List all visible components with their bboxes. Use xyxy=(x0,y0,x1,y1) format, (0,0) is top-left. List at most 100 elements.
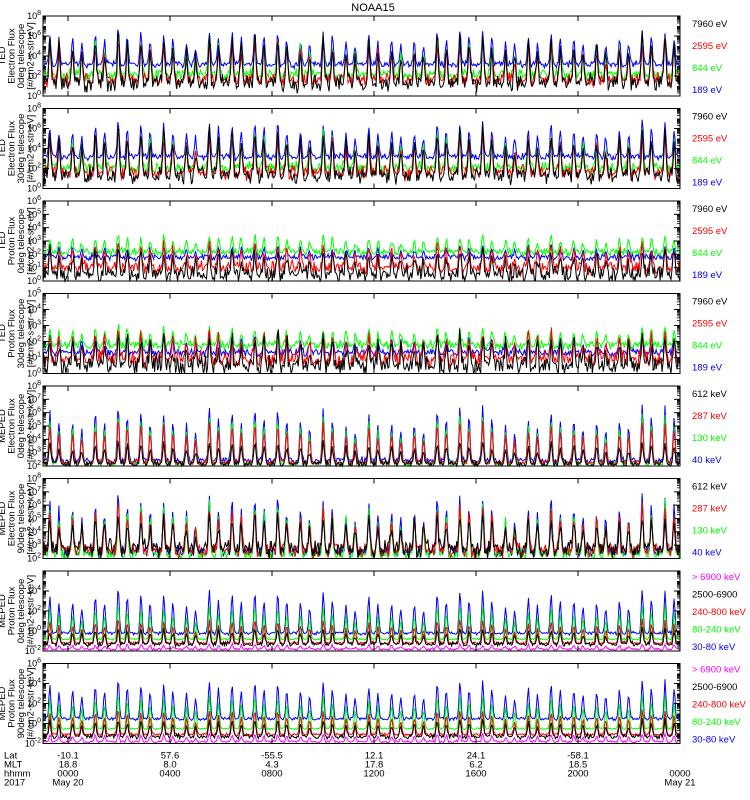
series-line-612-kev xyxy=(42,439,681,468)
legend-entry-844-ev: 844 eV xyxy=(692,248,723,259)
x-tick-label-hhmm: 1200 xyxy=(363,769,384,780)
y-tick-label: 102 xyxy=(27,248,41,259)
y-axis-label: MEPEDProton Flux0deg telescope[#/cm2-s-s… xyxy=(0,575,36,647)
y-tick-label: 102 xyxy=(27,163,41,174)
legend-entry-80-240-kev: 80-240 keV xyxy=(692,717,741,728)
y-tick-label: 100 xyxy=(27,183,41,194)
x-tick-label-hhmm: 2000 xyxy=(567,769,588,780)
y-tick-label: 104 xyxy=(27,50,41,61)
legend-entry-844-ev: 844 eV xyxy=(692,341,723,352)
legend-entry-240-800-kev: 240-800 keV xyxy=(692,700,747,711)
y-tick-label: 105 xyxy=(27,513,41,524)
x-tick-label-date: May 21 xyxy=(664,778,695,789)
legend-entry-7960-ev: 7960 eV xyxy=(692,297,728,308)
x-tick-label-hhmm: 0400 xyxy=(159,769,180,780)
series-line-240-800-kev xyxy=(42,618,680,646)
x-tick-label-hhmm: 0800 xyxy=(261,769,282,780)
y-axis-label: TEDElectron Flux0deg telescope[#/cm2-s-s… xyxy=(0,22,36,90)
y-tick-label: 106 xyxy=(27,195,41,206)
series-line-7960-ev xyxy=(42,122,681,186)
legend-entry-2500-6900: 2500-6900 xyxy=(692,682,737,693)
y-tick-label: 102 xyxy=(27,605,41,616)
legend-entry-2595-ev: 2595 eV xyxy=(692,134,728,145)
x-tick-label-lat: 57.6 xyxy=(161,751,180,762)
series-line-30-80-kev xyxy=(42,679,681,723)
y-axis-label: MEPEDElectron Flux90deg telescope[#/cm2-… xyxy=(0,482,36,554)
chart-title: NOAA15 xyxy=(351,2,394,14)
y-tick-label: 100 xyxy=(27,718,41,729)
legend-entry-844-ev: 844 eV xyxy=(692,156,723,167)
legend-entry-189-ev: 189 eV xyxy=(692,178,723,189)
x-tick-label-date: May 20 xyxy=(52,778,83,789)
series-line-30-80-kev xyxy=(42,589,680,637)
x-tick-label-hhmm: 0000 xyxy=(669,769,690,780)
y-tick-label: 100 xyxy=(27,625,41,636)
series-line-240-800-kev xyxy=(42,709,681,737)
x-tick-label-mlt: 18.5 xyxy=(569,760,588,771)
y-tick-label: 100 xyxy=(27,368,41,379)
y-tick-label: 102 xyxy=(27,698,41,709)
series-line-6900-kev xyxy=(42,732,681,745)
y-axis-label: TEDProton Flux30deg telescope[#/cm2-s-st… xyxy=(0,299,36,369)
y-tick-label: 10-2 xyxy=(25,645,41,656)
y-tick-label: 101 xyxy=(27,352,41,363)
y-tick-label: 103 xyxy=(27,539,41,550)
series-line-2500-6900 xyxy=(42,718,681,741)
x-tick-label-mlt: 6.2 xyxy=(469,760,482,771)
legend-entry-844-ev: 844 eV xyxy=(692,63,723,74)
y-axis-label: TEDElectron Flux30deg telescope[#/cm2-s-… xyxy=(0,114,36,184)
y-tick-label: 106 xyxy=(27,407,41,418)
y-tick-label: 108 xyxy=(27,473,41,484)
series-line-2595-ev xyxy=(42,240,681,277)
y-tick-label: 104 xyxy=(27,143,41,154)
y-tick-label: 104 xyxy=(27,433,41,444)
y-tick-label: 107 xyxy=(27,486,41,497)
legend-entry-240-800-kev: 240-800 keV xyxy=(692,607,747,618)
y-tick-label: 104 xyxy=(27,678,41,689)
legend-entry-612-kev: 612 keV xyxy=(692,482,728,493)
x-tick-label-hhmm: 1600 xyxy=(465,769,486,780)
legend-entry-40-kev: 40 keV xyxy=(692,455,722,466)
series-line-287-kev xyxy=(42,502,680,560)
legend-entry-40-kev: 40 keV xyxy=(692,548,722,559)
series-line-80-240-kev xyxy=(42,694,681,731)
legend-entry-6900-kev: > 6900 keV xyxy=(692,572,741,583)
legend-entry-7960-ev: 7960 eV xyxy=(692,112,728,123)
legend-entry-7960-ev: 7960 eV xyxy=(692,204,728,215)
y-tick-label: 105 xyxy=(27,288,41,299)
series-line-7960-ev xyxy=(42,328,681,376)
x-row-label-mlt: MLT xyxy=(4,760,22,771)
series-line-80-240-kev xyxy=(42,605,681,641)
y-tick-label: 103 xyxy=(27,235,41,246)
x-tick-label-mlt: 8.0 xyxy=(163,760,176,771)
y-tick-label: 107 xyxy=(27,393,41,404)
legend-entry-189-ev: 189 eV xyxy=(692,85,723,96)
y-tick-label: 102 xyxy=(27,336,41,347)
legend-entry-287-kev: 287 keV xyxy=(692,411,728,422)
x-tick-label-mlt: 18.8 xyxy=(59,760,78,771)
x-row-label-hhmm: hhmm xyxy=(4,769,30,780)
legend-entry-30-80-kev: 30-80 keV xyxy=(692,735,736,746)
y-tick-label: 104 xyxy=(27,585,41,596)
legend-entry-612-kev: 612 keV xyxy=(692,389,728,400)
y-tick-label: 102 xyxy=(27,70,41,81)
x-tick-label-mlt: 17.8 xyxy=(365,760,384,771)
legend-entry-6900-kev: > 6900 keV xyxy=(692,665,741,676)
y-tick-label: 102 xyxy=(27,460,41,471)
legend-entry-287-kev: 287 keV xyxy=(692,504,728,515)
y-tick-label: 104 xyxy=(27,222,41,233)
y-tick-label: 105 xyxy=(27,208,41,219)
panels: 100 102 104 106 108 TEDElectron Flux0deg tele… xyxy=(0,10,747,749)
series-line-844-ev xyxy=(42,234,681,258)
y-tick-label: 104 xyxy=(27,526,41,537)
y-tick-label: 102 xyxy=(27,553,41,564)
y-tick-label: 103 xyxy=(27,447,41,458)
y-tick-label: 100 xyxy=(27,275,41,286)
